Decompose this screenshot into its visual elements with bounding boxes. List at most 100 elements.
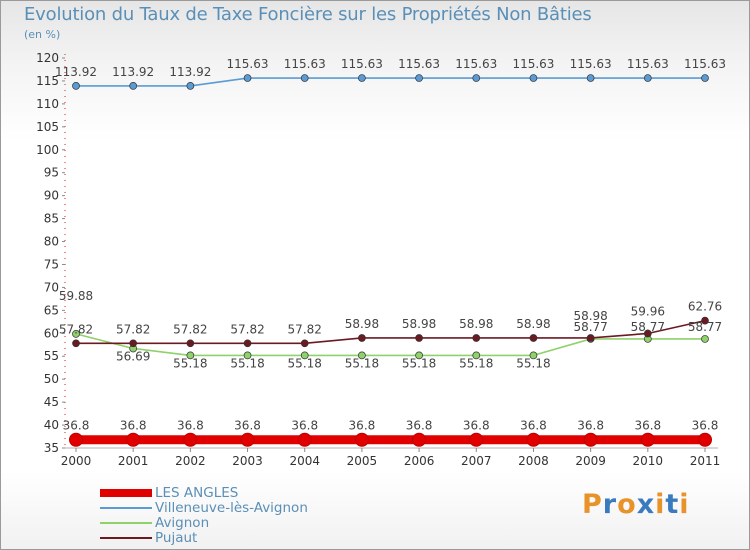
data-point	[126, 432, 141, 447]
data-point	[297, 432, 312, 447]
data-label: 115.63	[341, 57, 383, 71]
data-point	[701, 335, 709, 343]
data-point	[529, 334, 538, 342]
series-line-avignon	[75, 333, 705, 357]
legend-label: Pujaut	[155, 530, 198, 546]
y-tick-label: 90	[44, 189, 59, 203]
data-point	[643, 74, 652, 82]
data-point	[129, 82, 138, 90]
data-label: 58.77	[573, 320, 607, 334]
y-tick-label: 85	[44, 212, 59, 226]
data-point	[415, 74, 423, 82]
data-point	[240, 432, 255, 447]
y-unit-label: (en %)	[24, 28, 61, 41]
data-point	[469, 432, 484, 447]
data-label: 36.8	[177, 419, 204, 433]
data-point	[300, 74, 309, 82]
data-point	[358, 334, 366, 342]
x-tick-label: 2009	[575, 454, 606, 468]
x-tick-label: 2003	[232, 454, 263, 468]
data-label: 115.63	[512, 57, 554, 71]
y-tick-label: 120	[36, 51, 59, 65]
logo-letter: r	[602, 489, 618, 520]
data-label: 55.18	[402, 356, 436, 370]
data-label: 36.8	[63, 419, 90, 433]
data-point	[586, 74, 595, 82]
data-point	[472, 74, 481, 82]
chart-title: Evolution du Taux de Taxe Foncière sur l…	[24, 4, 592, 25]
data-label: 36.8	[349, 419, 376, 433]
data-point	[640, 432, 655, 447]
data-label: 115.63	[227, 57, 269, 71]
x-tick-label: 2000	[61, 454, 92, 468]
data-label: 115.63	[570, 57, 612, 71]
data-point	[186, 82, 195, 90]
data-point	[186, 351, 195, 360]
data-point	[412, 432, 427, 447]
legend-swatch	[100, 522, 152, 524]
data-label: 36.8	[692, 419, 719, 433]
legend-label: Avignon	[155, 515, 210, 531]
data-label: 58.98	[573, 309, 607, 323]
y-tick-label: 75	[44, 257, 59, 271]
data-label: 58.77	[631, 320, 665, 334]
data-label: 55.18	[459, 356, 493, 370]
data-label: 36.8	[406, 419, 433, 433]
data-point	[415, 351, 423, 360]
legend-label: Villeneuve-lès-Avignon	[155, 500, 308, 516]
data-point	[643, 329, 652, 338]
data-label: 36.8	[120, 419, 147, 433]
y-tick-label: 100	[36, 143, 59, 157]
data-label: 113.92	[112, 65, 154, 79]
data-label: 57.82	[288, 322, 322, 336]
data-label: 57.82	[116, 322, 150, 336]
data-point	[300, 351, 309, 360]
data-point	[583, 432, 598, 447]
data-label: 56.69	[116, 349, 150, 363]
y-tick-label: 110	[36, 97, 59, 111]
y-tick-label: 115	[36, 74, 59, 88]
y-tick-label: 65	[44, 303, 59, 317]
data-point	[526, 432, 541, 447]
proxiti-logo: Proxiti	[582, 489, 690, 520]
series-line-pujaut	[76, 319, 706, 345]
data-label: 115.63	[684, 57, 726, 71]
y-tick-label: 35	[44, 441, 59, 455]
data-point	[129, 339, 138, 348]
x-tick-label: 2011	[690, 454, 721, 468]
y-tick-label: 80	[44, 235, 59, 249]
data-label: 113.92	[169, 65, 211, 79]
x-tick-label: 2002	[175, 454, 206, 468]
data-label: 115.63	[398, 57, 440, 71]
legend-swatch	[100, 489, 152, 497]
logo-letter: x	[636, 489, 656, 520]
x-tick-label: 2007	[461, 454, 492, 468]
y-tick-label: 55	[44, 349, 59, 363]
data-point	[358, 74, 366, 82]
data-point	[69, 432, 83, 447]
data-point	[586, 334, 595, 342]
data-point	[529, 74, 538, 82]
logo-letter: i	[679, 489, 690, 520]
x-tick-label: 2005	[347, 454, 378, 468]
data-label: 57.82	[173, 322, 207, 336]
data-label: 58.98	[402, 317, 436, 331]
data-label: 57.82	[230, 322, 264, 336]
y-tick-label: 40	[44, 418, 59, 432]
data-label: 55.18	[516, 356, 550, 370]
data-label: 62.76	[688, 300, 722, 314]
data-point	[300, 339, 309, 348]
data-label: 55.18	[288, 356, 322, 370]
legend-label: LES ANGLES	[155, 485, 239, 501]
data-point	[186, 339, 195, 348]
x-tick-label: 2004	[289, 454, 320, 468]
data-point	[183, 432, 198, 447]
data-point	[529, 351, 538, 360]
data-label: 36.8	[634, 419, 661, 433]
data-label: 58.77	[688, 320, 722, 334]
x-tick-label: 2006	[404, 454, 435, 468]
data-label: 115.63	[284, 57, 326, 71]
data-label: 59.96	[631, 304, 665, 318]
